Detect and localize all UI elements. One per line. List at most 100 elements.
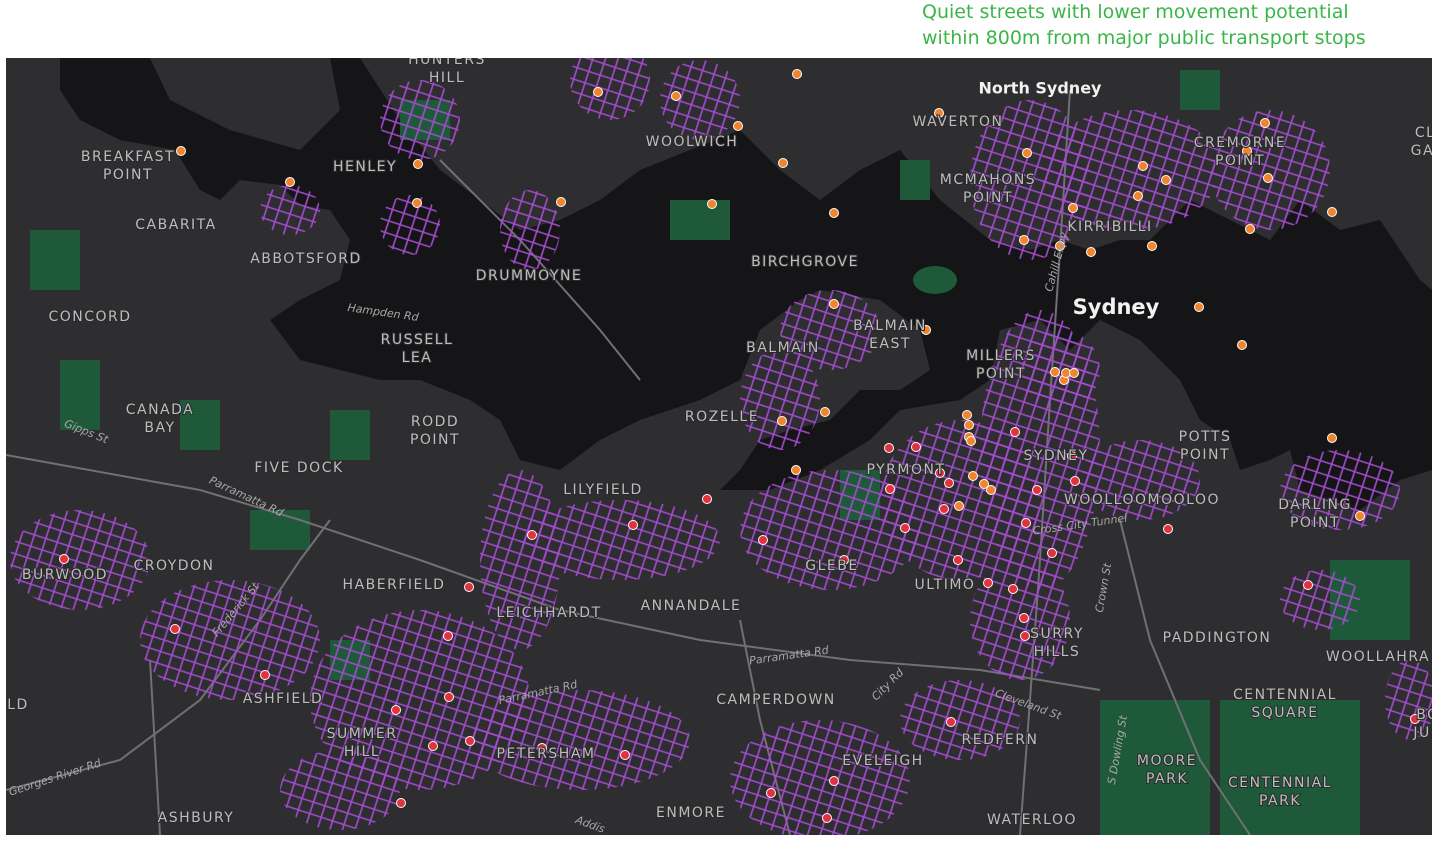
ferry-stop: [1022, 148, 1032, 158]
suburb-label: MCMAHONS: [940, 172, 1036, 188]
suburb-label: KIRRIBILLI: [1067, 219, 1152, 235]
ferry-stop: [966, 436, 976, 446]
suburb-label: HILLS: [1034, 644, 1081, 660]
suburb-label: LD: [7, 697, 29, 713]
quiet-streets: [1280, 450, 1400, 530]
rail-stop: [1163, 524, 1173, 534]
suburb-label: WOOLWICH: [646, 134, 739, 150]
suburb-label: DRUMMOYNE: [476, 268, 583, 284]
rail-stop: [396, 798, 406, 808]
rail-stop: [527, 530, 537, 540]
suburb-label: ASHFIELD: [243, 691, 324, 707]
rail-stop: [946, 717, 956, 727]
suburb-label: CREMORNE: [1194, 135, 1287, 151]
suburb-label: POINT: [1180, 447, 1230, 463]
suburb-label: CAMPERDOWN: [716, 692, 836, 708]
quiet-streets: [730, 720, 910, 835]
rail-stop: [839, 555, 849, 565]
ferry-stop: [1133, 191, 1143, 201]
quiet-streets: [520, 500, 720, 580]
rail-stop: [170, 624, 180, 634]
rail-stop: [465, 736, 475, 746]
suburb-label: PETERSHAM: [497, 746, 596, 762]
rail-stop: [443, 631, 453, 641]
ferry-stop: [413, 159, 423, 169]
rail-stop: [1303, 580, 1313, 590]
suburb-label: POINT: [1215, 153, 1265, 169]
ferry-stop: [1263, 173, 1273, 183]
ferry-stop: [986, 485, 996, 495]
suburb-label: HILL: [344, 744, 380, 760]
rail-stop: [766, 788, 776, 798]
ferry-stop: [829, 299, 839, 309]
quiet-streets: [480, 470, 560, 650]
suburb-label: BALMAIN: [746, 340, 820, 356]
suburb-label: EAST: [869, 336, 911, 352]
ferry-stop: [792, 69, 802, 79]
rail-stop: [444, 692, 454, 702]
suburb-label: HUNTERS: [408, 52, 486, 68]
ferry-stop: [777, 416, 787, 426]
rail-stop: [620, 750, 630, 760]
suburb-label: LEA: [402, 350, 433, 366]
rail-stop: [884, 443, 894, 453]
suburb-label: BIRCHGROVE: [751, 254, 859, 270]
suburb-label: EVELEIGH: [842, 753, 923, 769]
ferry-stop: [829, 208, 839, 218]
ferry-stop: [285, 177, 295, 187]
suburb-label: SUMMER: [327, 726, 398, 742]
suburb-label: SURRY: [1030, 626, 1084, 642]
rail-stop: [1020, 631, 1030, 641]
suburb-label: HABERFIELD: [343, 577, 446, 593]
rail-stop: [1008, 584, 1018, 594]
ferry-stop: [1147, 241, 1157, 251]
ferry-stop: [1327, 207, 1337, 217]
rail-stop: [391, 705, 401, 715]
suburb-label: POTTS: [1179, 429, 1232, 445]
suburb-label: GLEBE: [805, 558, 858, 574]
suburb-label: BURWOOD: [22, 567, 108, 583]
rail-stop: [59, 554, 69, 564]
ferry-stop: [921, 325, 931, 335]
suburb-label: PARK: [1146, 771, 1188, 787]
suburb-label: BREAKFAST: [81, 149, 175, 165]
quiet-streets: [740, 470, 920, 590]
ferry-stop: [1019, 235, 1029, 245]
suburb-label: CENTENNIAL: [1233, 687, 1337, 703]
suburb-label: ASHBURY: [158, 810, 235, 826]
quiet-streets: [780, 290, 880, 370]
suburb-label: CONCORD: [48, 309, 131, 325]
ferry-stop: [733, 121, 743, 131]
suburb-label: MOORE: [1137, 753, 1197, 769]
suburb-label: SQUARE: [1251, 705, 1318, 721]
ferry-stop: [1161, 175, 1171, 185]
rail-stop: [464, 582, 474, 592]
rail-stop: [260, 670, 270, 680]
suburb-label: POINT: [410, 432, 460, 448]
ferry-stop: [412, 198, 422, 208]
ferry-stop: [1050, 367, 1060, 377]
ferry-stop: [962, 410, 972, 420]
ferry-stop: [1327, 433, 1337, 443]
suburb-label: REDFERN: [962, 732, 1039, 748]
suburb-label: JUN: [1412, 725, 1441, 741]
suburb-label: BO: [1416, 707, 1439, 723]
ferry-stop: [778, 158, 788, 168]
ferry-stop: [1245, 224, 1255, 234]
quiet-streets: [570, 58, 650, 120]
suburb-label: CLI: [1415, 125, 1441, 141]
ferry-stop: [820, 407, 830, 417]
quiet-streets: [280, 750, 400, 830]
suburb-label: POINT: [103, 167, 153, 183]
quiet-streets: [470, 690, 690, 790]
ferry-stop: [707, 199, 717, 209]
ferry-stop: [1068, 203, 1078, 213]
peninsula-land: [150, 58, 340, 150]
rail-stop: [758, 535, 768, 545]
legend-line: Quiet streets with lower movement potent…: [922, 1, 1349, 23]
rail-stop: [1032, 485, 1042, 495]
suburb-label: WATERLOO: [987, 812, 1077, 828]
suburb-label: CROYDON: [133, 558, 214, 574]
suburb-label: HENLEY: [333, 159, 397, 175]
